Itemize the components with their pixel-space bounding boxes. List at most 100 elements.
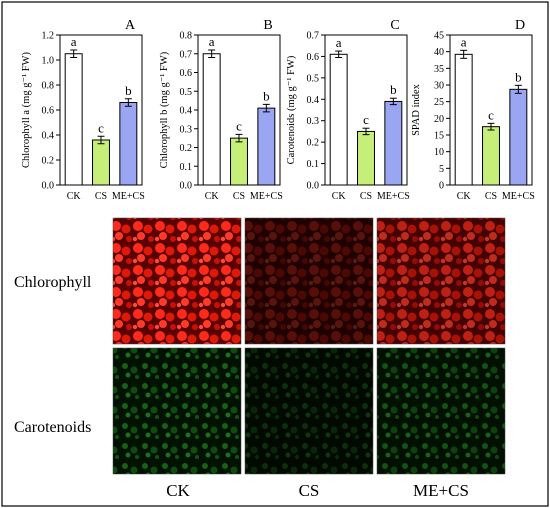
y-tick-label: 30 bbox=[434, 81, 444, 92]
significance-letter: c bbox=[363, 112, 369, 127]
plot-frame bbox=[324, 34, 408, 186]
y-tick-label: 0.0 bbox=[42, 181, 55, 192]
significance-letter: b bbox=[390, 82, 397, 97]
y-tick-label: 0.6 bbox=[307, 52, 320, 63]
micrograph-signal bbox=[377, 218, 505, 344]
y-tick-label: 0.1 bbox=[307, 159, 320, 170]
micrograph-border bbox=[244, 217, 374, 345]
significance-letter: a bbox=[336, 35, 342, 50]
x-tick-label: CK bbox=[332, 191, 347, 202]
micrograph-carotenoids-ck bbox=[112, 347, 242, 475]
micrograph-grid bbox=[112, 217, 506, 475]
bar-me-cs bbox=[119, 102, 138, 186]
bar-me-cs bbox=[384, 100, 403, 186]
micrograph-signal bbox=[245, 348, 373, 474]
x-tick-label: CS bbox=[485, 191, 497, 202]
panel-letter: D bbox=[515, 18, 525, 33]
micrograph-chlorophyll-me-cs bbox=[376, 217, 506, 345]
row-label-chlorophyll: Chlorophyll bbox=[14, 274, 92, 291]
x-tick-label: ME+CS bbox=[377, 191, 410, 202]
significance-letter: b bbox=[125, 83, 132, 98]
micrograph-border bbox=[112, 347, 242, 475]
y-tick-label: 0 bbox=[439, 181, 444, 192]
significance-letter: b bbox=[515, 69, 522, 84]
bar-ck bbox=[329, 53, 348, 186]
x-tick-label: CS bbox=[233, 191, 245, 202]
y-tick-label: 0.0 bbox=[307, 181, 320, 192]
y-tick-label: 0.5 bbox=[307, 73, 320, 84]
y-tick-label: 20 bbox=[434, 114, 444, 125]
x-tick-label: ME+CS bbox=[502, 191, 535, 202]
y-tick-label: 0.2 bbox=[307, 138, 320, 149]
panel-letter: C bbox=[390, 18, 399, 33]
bar-cs bbox=[92, 139, 110, 186]
plot-frame bbox=[59, 34, 143, 186]
significance-letter: c bbox=[488, 107, 494, 122]
y-axis-label: SPAD index bbox=[411, 83, 422, 136]
plot-frame bbox=[197, 34, 281, 186]
y-tick-label: 0.6 bbox=[42, 106, 55, 117]
bar-ck bbox=[202, 53, 221, 186]
bar-me-cs bbox=[257, 107, 276, 186]
x-tick-label: CS bbox=[360, 191, 372, 202]
y-tick-label: 0.7 bbox=[180, 49, 193, 60]
y-tick-label: 5 bbox=[439, 164, 444, 175]
micrograph-border bbox=[376, 217, 506, 345]
bar-ck bbox=[454, 53, 473, 186]
row-label-carotenoids: Carotenoids bbox=[14, 419, 91, 436]
bar-me-cs bbox=[509, 88, 528, 186]
micrograph-border bbox=[376, 347, 506, 475]
y-tick-label: 1.2 bbox=[42, 31, 55, 42]
bar-cs bbox=[357, 130, 375, 186]
panel-b: a CK c CS b ME+CS 0.0 0.1 0.2 0.3 0.4 0.5 0.6 0.7 0.8 B… bbox=[159, 18, 283, 202]
significance-letter: c bbox=[236, 118, 242, 133]
significance-letter: b bbox=[263, 88, 270, 103]
x-tick-label: CK bbox=[457, 191, 472, 202]
bar-ck bbox=[64, 53, 83, 186]
y-tick-label: 0.1 bbox=[180, 162, 193, 173]
y-tick-label: 0.0 bbox=[180, 181, 193, 192]
x-tick-label: CK bbox=[205, 191, 220, 202]
y-tick-label: 0.3 bbox=[180, 124, 193, 135]
panel-d: a CK c CS b ME+CS 0 5 10 15 20 25 30 35 40 45 D SPAD inde… bbox=[411, 18, 535, 202]
micrograph-carotenoids-me-cs bbox=[376, 347, 506, 475]
y-tick-label: 35 bbox=[434, 64, 444, 75]
micrograph-signal bbox=[245, 218, 373, 344]
micrograph-chlorophyll-cs bbox=[244, 217, 374, 345]
micrograph-carotenoids-cs bbox=[244, 347, 374, 475]
micrograph-signal bbox=[377, 348, 505, 474]
y-axis-label: Chlorophyll a (mg g⁻¹ FW) bbox=[21, 51, 32, 168]
bar-cs bbox=[230, 137, 248, 186]
y-tick-label: 0.2 bbox=[180, 143, 193, 154]
y-tick-label: 0.4 bbox=[180, 106, 193, 117]
x-tick-label: CK bbox=[67, 191, 82, 202]
x-tick-label: CS bbox=[95, 191, 107, 202]
y-axis-label: Chlorophyll b (mg g⁻¹ FW) bbox=[159, 51, 170, 168]
x-tick-label: ME+CS bbox=[250, 191, 283, 202]
y-tick-label: 0.6 bbox=[180, 68, 193, 79]
significance-letter: a bbox=[461, 34, 467, 49]
y-tick-label: 0.8 bbox=[180, 31, 193, 42]
y-tick-label: 0.4 bbox=[307, 95, 320, 106]
panel-letter: A bbox=[125, 18, 136, 33]
panel-a: a CK c CS b ME+CS 0.0 0.2 0.4 0.6 0.8 1.0 1.2 A Chloro… bbox=[21, 18, 145, 202]
micrograph-signal bbox=[113, 218, 241, 344]
y-tick-label: 1.0 bbox=[42, 56, 55, 67]
panel-c: a CK c CS b ME+CS 0.0 0.1 0.2 0.3 0.4 0.5 0.6 0.7 C Car… bbox=[286, 18, 410, 202]
y-tick-label: 0.3 bbox=[307, 116, 320, 127]
y-axis-label: Carotenoids (mg g⁻¹ FW) bbox=[286, 55, 297, 164]
y-tick-label: 25 bbox=[434, 97, 444, 108]
significance-letter: c bbox=[98, 120, 104, 135]
y-tick-label: 40 bbox=[434, 47, 444, 58]
y-tick-label: 0.4 bbox=[42, 131, 55, 142]
column-label-me-cs: ME+CS bbox=[413, 481, 469, 500]
y-tick-label: 15 bbox=[434, 131, 444, 142]
y-tick-label: 45 bbox=[434, 31, 444, 42]
y-tick-label: 0.7 bbox=[307, 31, 320, 42]
micrograph-signal bbox=[113, 348, 241, 474]
bar-cs bbox=[482, 126, 500, 186]
micrograph-border bbox=[112, 217, 242, 345]
micrograph-section: Chlorophyll Carotenoids CK CS ME+CS bbox=[14, 217, 506, 500]
significance-letter: a bbox=[209, 34, 215, 49]
